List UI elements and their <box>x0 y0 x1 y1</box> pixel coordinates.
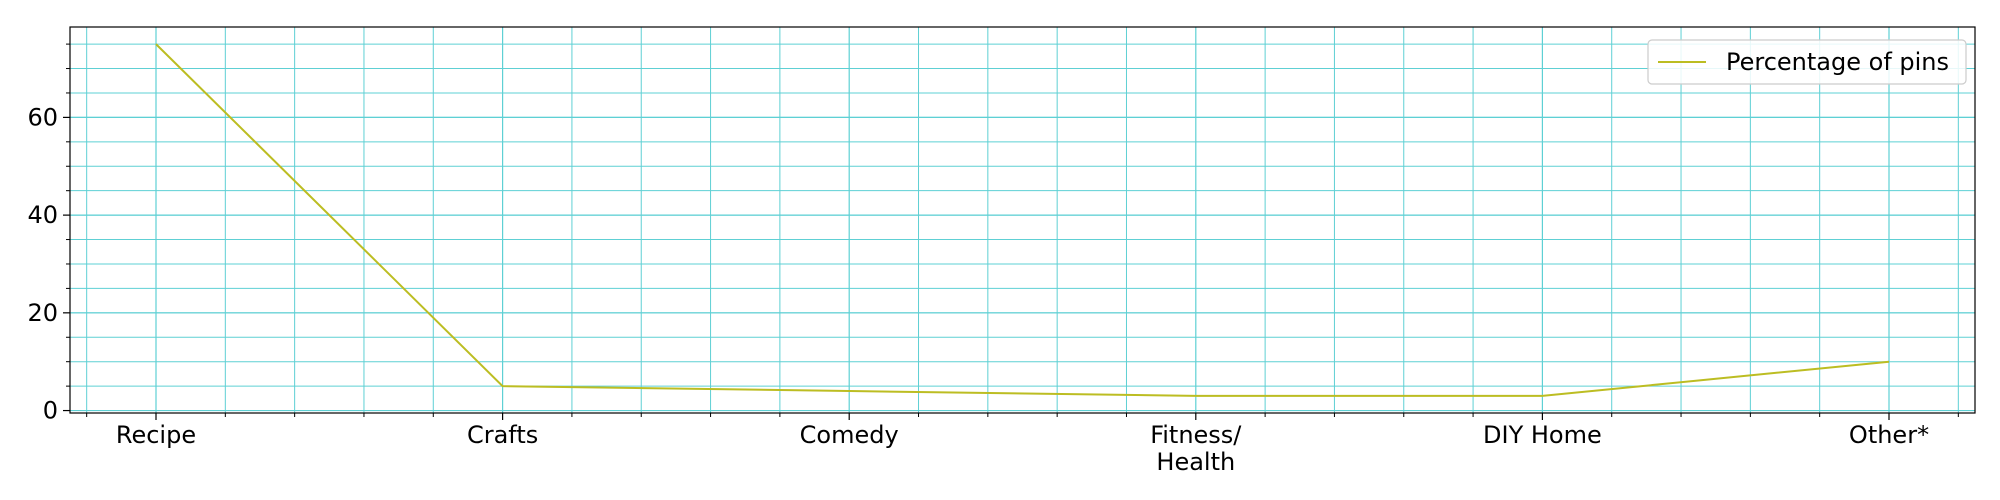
series-layer <box>155 43 1890 397</box>
legend-label: Percentage of pins <box>1726 48 1949 76</box>
y-tick-label: 20 <box>27 299 58 327</box>
legend: Percentage of pins <box>1647 39 1967 85</box>
x-tick-label-line: DIY Home <box>1483 421 1602 449</box>
plot-background <box>70 27 1975 413</box>
x-tick-label-line: Other* <box>1849 421 1929 449</box>
x-tick-label-line: Recipe <box>116 421 196 449</box>
x-tick-label: Other* <box>1849 421 1929 449</box>
axis-ticks <box>63 43 1959 420</box>
y-tick-labels: 0 20 40 60 <box>27 103 58 424</box>
y-tick-label: 40 <box>27 201 58 229</box>
y-tick-label: 60 <box>27 103 58 131</box>
legend-box <box>1647 39 1967 85</box>
x-tick-label-line: Health <box>1156 448 1235 476</box>
x-tick-label-line: Crafts <box>467 421 538 449</box>
plot-frame <box>69 26 1976 414</box>
x-tick-label: Comedy <box>800 421 899 449</box>
x-tick-label: Crafts <box>467 421 538 449</box>
x-tick-label: DIY Home <box>1483 421 1602 449</box>
x-tick-label: Recipe <box>116 421 196 449</box>
x-tick-labels: Recipe Crafts Comedy Fitness/Health DIY Home… <box>116 421 1929 476</box>
x-tick-label: Fitness/Health <box>1150 421 1242 476</box>
x-tick-label-line: Comedy <box>800 421 899 449</box>
y-tick-label: 0 <box>43 397 58 425</box>
x-tick-label-line: Fitness/ <box>1150 421 1242 449</box>
major-grid <box>70 27 1975 413</box>
series-line <box>155 43 1890 397</box>
